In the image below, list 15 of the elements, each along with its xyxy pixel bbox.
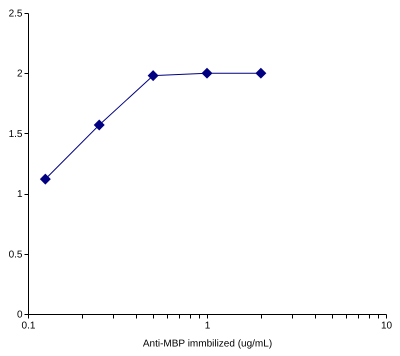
x-tick-label: 10 [380, 320, 392, 332]
x-axis-title: Anti-MBP immbilized (ug/mL) [142, 338, 272, 350]
y-tick-label: 2.5 [8, 8, 23, 20]
point [202, 68, 212, 79]
point [40, 174, 51, 185]
y-tick-label: 1 [16, 189, 23, 200]
point [94, 119, 105, 130]
y-tick-label: 2 [16, 68, 23, 80]
y-tick-label: 0.5 [8, 249, 23, 260]
y-tick-label: 1.5 [8, 128, 23, 140]
y-tick-label: 0 [16, 310, 23, 320]
x-tick-label: 0.1 [22, 320, 36, 332]
point [148, 70, 159, 82]
x-tick-label: 1 [204, 320, 211, 332]
point [255, 68, 266, 79]
